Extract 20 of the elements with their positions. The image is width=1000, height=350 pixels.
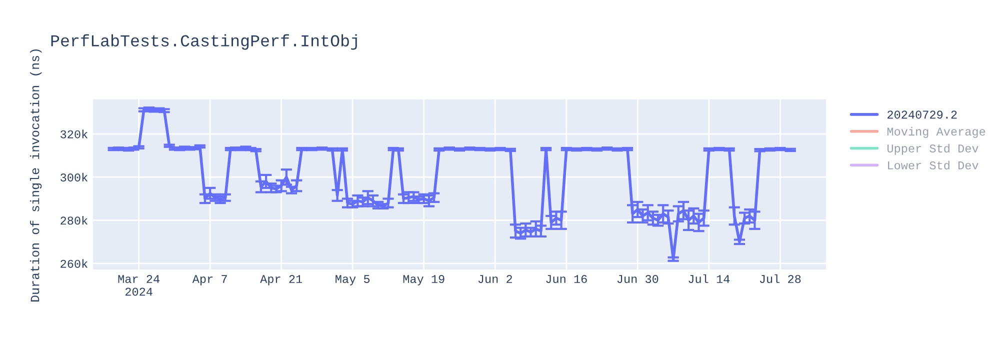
y-tick-label: 280k [60, 216, 88, 225]
x-tick-label: Jul 14 [688, 274, 730, 284]
x-tick-label: Apr 7 [192, 275, 227, 286]
x-tick-label: Mar 24 2024 [118, 275, 160, 296]
x-tick-label: May 19 [403, 275, 444, 286]
y-tick-label: 260k [60, 259, 88, 268]
x-tick-label: Jun 2 [478, 275, 512, 284]
x-tick-label: Jun 16 [546, 275, 587, 284]
y-tick-label: 320k [60, 130, 88, 138]
x-tick-label: May 5 [336, 275, 370, 286]
x-tick-label: Apr 21 [260, 275, 302, 286]
legend-label: Lower Std Dev [888, 160, 978, 170]
y-axis-title: Duration of single invocation (ns) [30, 50, 42, 302]
y-tick-label: 300k [60, 172, 88, 182]
x-tick-label: Jun 30 [617, 275, 658, 284]
legend-label: 20240729.2 [888, 110, 957, 119]
legend-label: Upper Std Dev [888, 144, 978, 155]
chart-title: PerfLabTests.CastingPerf.IntObj [51, 34, 357, 50]
legend-label: Moving Average [887, 126, 986, 138]
x-tick-label: Jul 28 [760, 274, 801, 284]
